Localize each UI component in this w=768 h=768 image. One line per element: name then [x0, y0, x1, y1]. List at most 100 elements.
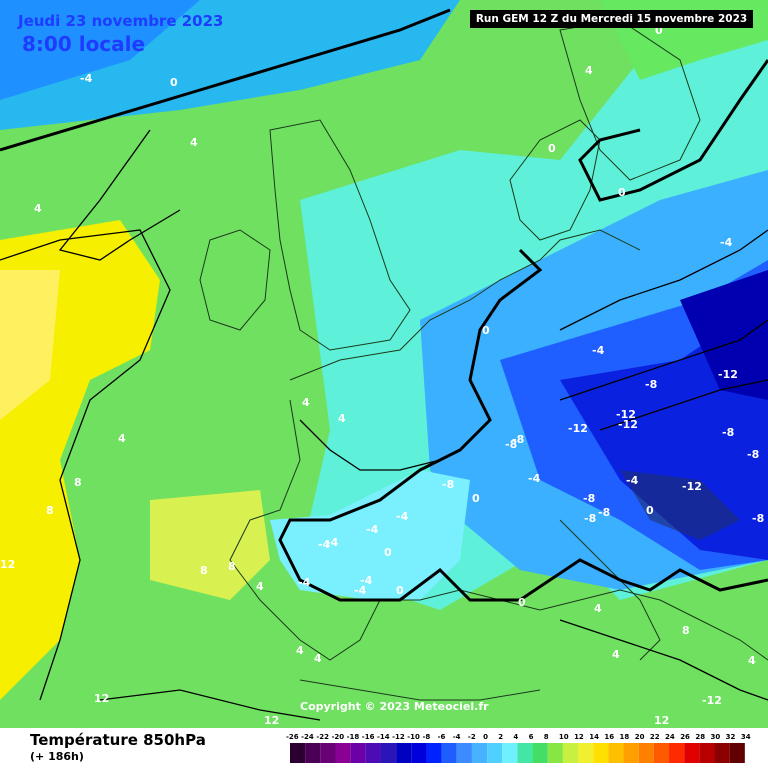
iso-label: 0: [384, 546, 392, 559]
iso-label: -4: [298, 576, 311, 589]
legend-swatch: [290, 743, 306, 763]
iso-label: -8: [645, 378, 657, 391]
iso-label: -4: [366, 523, 379, 536]
legend-swatch: [623, 743, 639, 763]
coast-denmark: [509, 119, 601, 241]
legend-swatch: [320, 743, 336, 763]
legend-swatch: [380, 743, 397, 763]
footer-bar: Température 850hPa (+ 186h) -26 -24 -22 -20…: [0, 728, 768, 768]
coast-africa: [299, 679, 541, 701]
isotherm-minus-twelve: [599, 379, 768, 431]
iso-label: -12: [616, 408, 636, 421]
legend-swatch: [441, 743, 457, 763]
isotherm-labels: -4 0 4 4 4 0 0 0 4 4 0 -4 -4 -8 -12 -12 …: [0, 24, 764, 727]
legend-tick-label: -8: [422, 733, 430, 741]
iso-label: -12: [682, 480, 702, 493]
legend-swatch: [350, 743, 366, 763]
isotherm-four-france: [299, 419, 441, 471]
iso-label: 12: [264, 714, 279, 727]
legend-swatch: [411, 743, 427, 763]
isotherm-eight-west: [0, 229, 171, 701]
legend-tick-label: -26: [286, 733, 299, 741]
iso-label: 4: [190, 136, 198, 149]
iso-label: -8: [505, 438, 517, 451]
legend-swatch: [517, 743, 533, 763]
iso-label: 0: [170, 76, 178, 89]
legend-tick-label: -20: [331, 733, 344, 741]
legend-tick-label: 4: [513, 733, 518, 741]
coast-iberia-west: [229, 399, 381, 661]
legend-swatch: [699, 743, 715, 763]
iso-label: 4: [594, 602, 602, 615]
iso-label: 0: [646, 504, 654, 517]
copyright-notice: Copyright © 2023 Meteociel.fr: [300, 700, 489, 713]
legend-tick-label: 8: [544, 733, 549, 741]
iso-label: -4: [360, 574, 373, 587]
legend-tick-label: 12: [574, 733, 584, 741]
legend-swatch: [669, 743, 685, 763]
legend-tick-label: 14: [589, 733, 599, 741]
iso-label: 8: [46, 504, 54, 517]
iso-label: -12: [618, 418, 638, 431]
iso-label: 0: [518, 596, 526, 609]
iso-label: 4: [34, 202, 42, 215]
iso-label: 4: [338, 412, 346, 425]
legend-tick-label: -18: [347, 733, 360, 741]
iso-label: 4: [314, 652, 322, 665]
iso-label: -12: [568, 422, 588, 435]
legend-tick-label: 20: [635, 733, 645, 741]
field-cyan-south: [270, 470, 470, 600]
model-run-info: Run GEM 12 Z du Mercredi 15 novembre 202…: [470, 10, 753, 28]
legend-swatch: [426, 743, 442, 763]
legend-tick-label: -10: [407, 733, 420, 741]
iso-label: -8: [584, 512, 596, 525]
iso-label: -8: [747, 448, 759, 461]
iso-label: -8: [583, 492, 595, 505]
alps-relief: [620, 470, 740, 540]
legend-swatch: [547, 743, 563, 763]
legend-swatch: [638, 743, 654, 763]
legend-tick-label: -2: [468, 733, 476, 741]
iso-label: 4: [612, 648, 620, 661]
legend-tick-label: -6: [438, 733, 446, 741]
legend-tick-label: -16: [362, 733, 375, 741]
iso-label: 12: [654, 714, 669, 727]
forecast-lead-time: (+ 186h): [30, 750, 84, 763]
coastlines: [199, 19, 768, 701]
legend-swatch: [593, 743, 609, 763]
legend-tick-label: -14: [377, 733, 390, 741]
legend-swatch: [653, 743, 670, 763]
isotherm-minus-four: [559, 229, 768, 331]
iso-label: 4: [302, 396, 310, 409]
iso-label: 8: [74, 476, 82, 489]
isotherms: [0, 8, 768, 721]
iso-label: -4: [626, 474, 639, 487]
field-colder-northwest: [0, 0, 200, 100]
legend-swatch: [502, 743, 518, 763]
legend-tick-label: 6: [529, 733, 534, 741]
iso-label: -8: [722, 426, 734, 439]
iso-label: 0: [618, 186, 626, 199]
iso-label: 0: [655, 24, 663, 37]
iso-label: 4: [296, 644, 304, 657]
legend-swatch: [608, 743, 624, 763]
legend-swatch: [305, 743, 321, 763]
map-canvas: -4 0 4 4 4 0 0 0 4 4 0 -4 -4 -8 -12 -12 …: [0, 0, 768, 728]
legend-tick-label: 16: [604, 733, 614, 741]
iso-label: 12: [0, 558, 15, 571]
iso-label: -8: [752, 512, 764, 525]
coast-mediterranean: [380, 589, 768, 661]
coast-scandinavia: [559, 19, 701, 181]
iso-label: 0: [548, 142, 556, 155]
legend-tick-label: 18: [620, 733, 630, 741]
variable-title: Température 850hPa: [30, 731, 206, 749]
iso-label: -4: [318, 538, 331, 551]
field-blue-core: [680, 270, 768, 400]
legend-tick-label: 34: [741, 733, 751, 741]
isotherm-zero-central: [278, 248, 768, 602]
iso-label: -12: [718, 368, 738, 381]
iso-label: -8: [598, 506, 610, 519]
legend-tick-label: 28: [695, 733, 705, 741]
temperature-map: -4 0 4 4 4 0 0 0 4 4 0 -4 -4 -8 -12 -12 …: [0, 0, 768, 728]
isotherm-zero-north: [0, 8, 451, 152]
